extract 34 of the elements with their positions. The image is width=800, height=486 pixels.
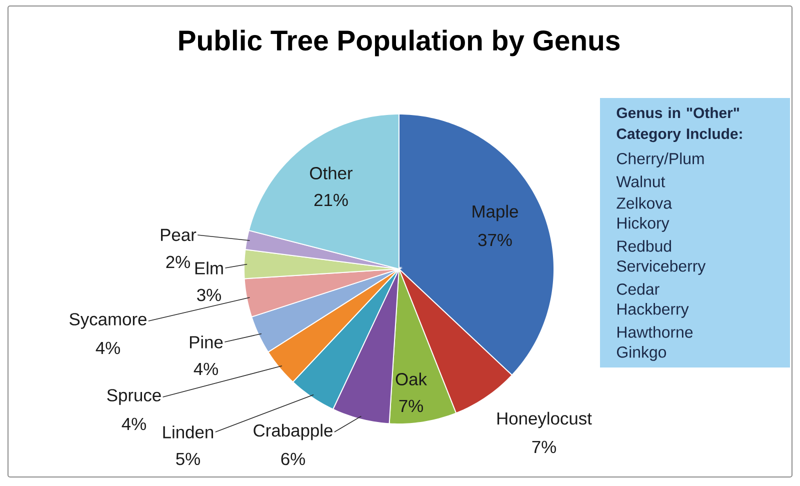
slice-label: Pear bbox=[161, 228, 196, 242]
chart-title: Public Tree Population by Genus bbox=[179, 30, 620, 56]
slice-label: Crabapple bbox=[254, 424, 332, 440]
data-label: 6% bbox=[281, 452, 305, 466]
slice-label: Pine bbox=[190, 336, 223, 348]
text: Redbud bbox=[618, 240, 672, 252]
data-label: 37% bbox=[478, 234, 512, 246]
data-label: 5% bbox=[176, 452, 200, 466]
data-label: 3% bbox=[197, 288, 221, 302]
data-label: 7% bbox=[532, 440, 556, 454]
text: Genus in "Other" Category Include: bbox=[616, 107, 742, 142]
slice-label: Maple bbox=[472, 204, 518, 222]
slice-label: Oak bbox=[396, 372, 428, 386]
slice-label: Honeylocust bbox=[497, 412, 592, 428]
text: Zelkova bbox=[616, 197, 672, 209]
data-label: 4% bbox=[194, 362, 218, 376]
text: Walnut bbox=[616, 176, 666, 188]
slice-label: Sycamore bbox=[70, 313, 146, 329]
data-label: 4% bbox=[96, 342, 120, 354]
slice-label: Other bbox=[310, 166, 353, 180]
slice-label: Elm bbox=[195, 262, 223, 274]
data-label: 4% bbox=[122, 418, 146, 430]
text: Hawthorne bbox=[618, 326, 693, 338]
slice-label: Linden bbox=[163, 426, 214, 438]
text: Cherry/Plum bbox=[617, 152, 704, 168]
text: Hackberry bbox=[618, 303, 689, 318]
data-label: 2% bbox=[166, 256, 190, 268]
text: Hickory bbox=[618, 217, 670, 232]
data-label: 7% bbox=[399, 400, 423, 412]
slice-label: Spruce bbox=[107, 389, 161, 405]
text: Serviceberry bbox=[616, 260, 706, 275]
text: Cedar bbox=[617, 283, 660, 295]
data-label: 21% bbox=[314, 194, 348, 206]
text: Ginkgo bbox=[617, 346, 666, 361]
